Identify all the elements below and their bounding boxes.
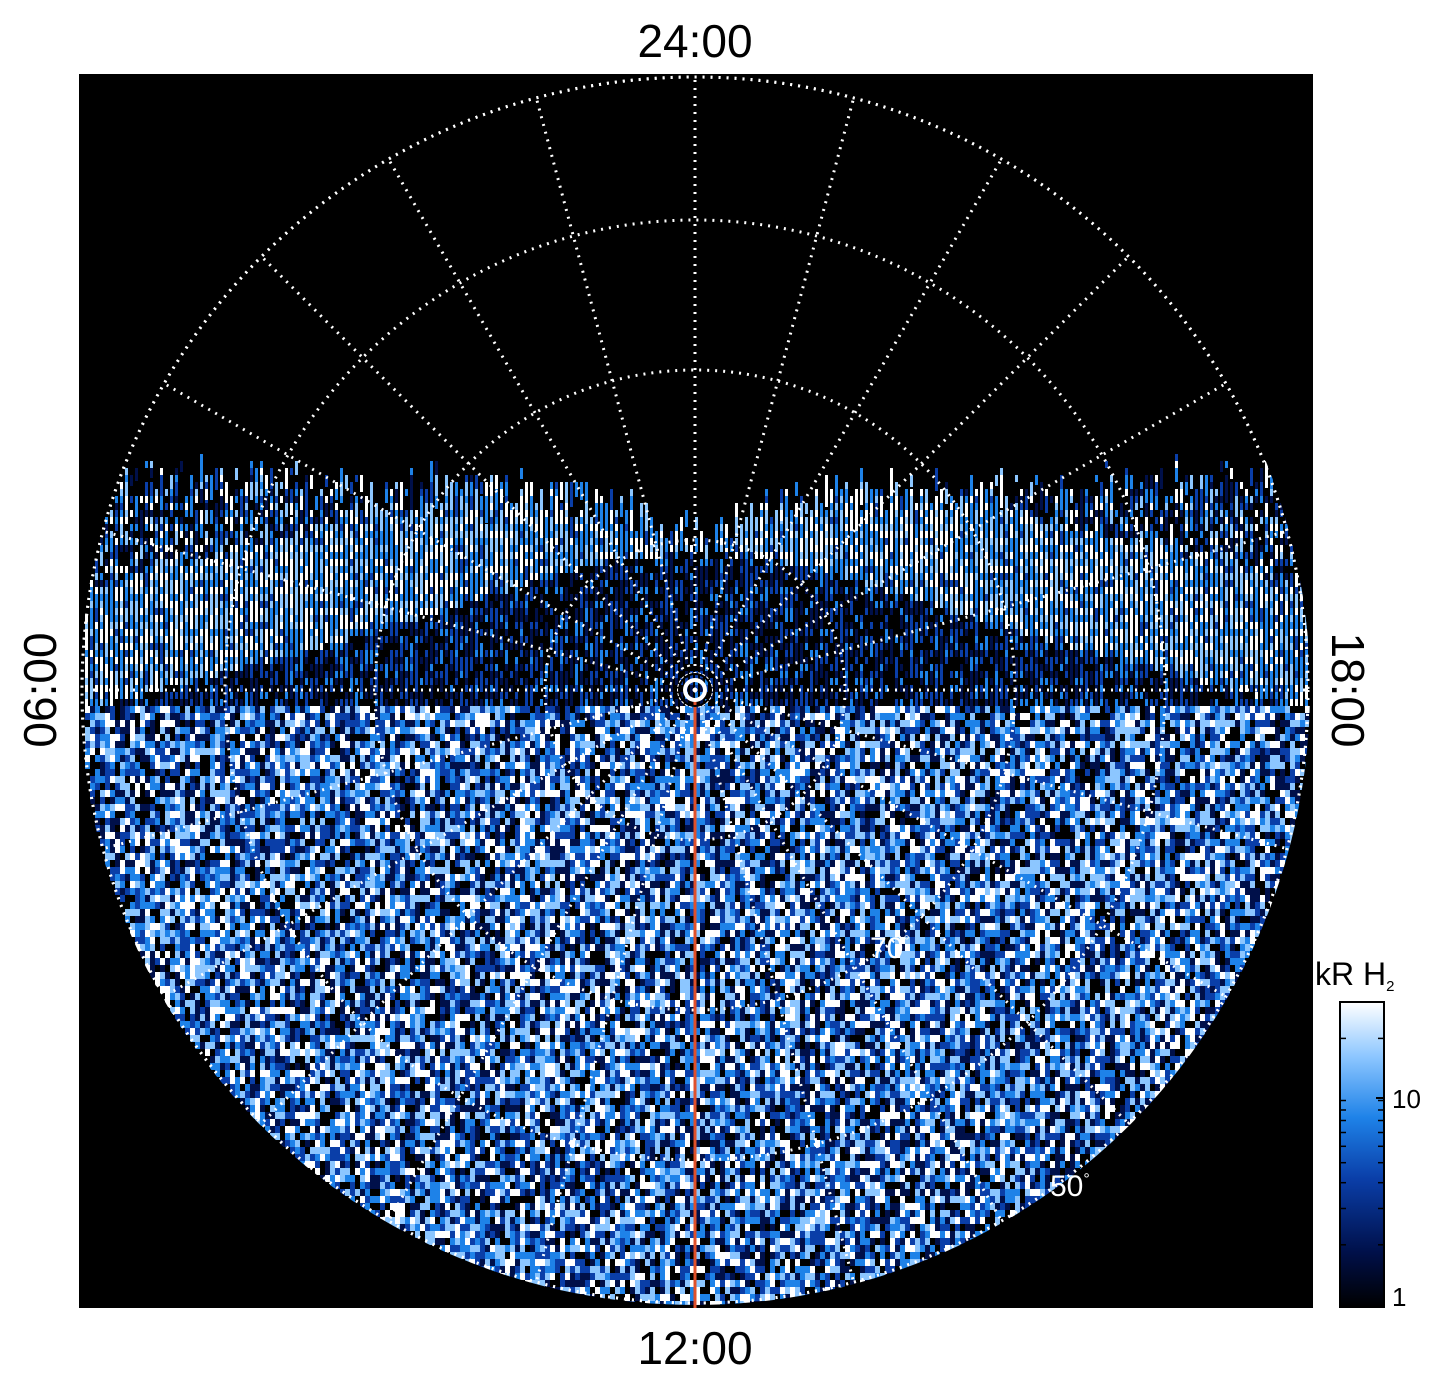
colorbar-tick-label-1: 1 bbox=[1392, 1282, 1406, 1312]
local-time-label-dusk: 18:00 bbox=[1322, 632, 1374, 747]
local-time-label-noon: 12:00 bbox=[637, 1322, 752, 1374]
colorbar-title: kR H2 bbox=[1315, 956, 1394, 995]
local-time-label-midnight: 24:00 bbox=[637, 15, 752, 67]
colorbar-tick-label-10: 10 bbox=[1392, 1084, 1421, 1114]
local-time-label-dawn: 06:00 bbox=[14, 632, 66, 747]
colorbar-gradient bbox=[1340, 1002, 1384, 1307]
